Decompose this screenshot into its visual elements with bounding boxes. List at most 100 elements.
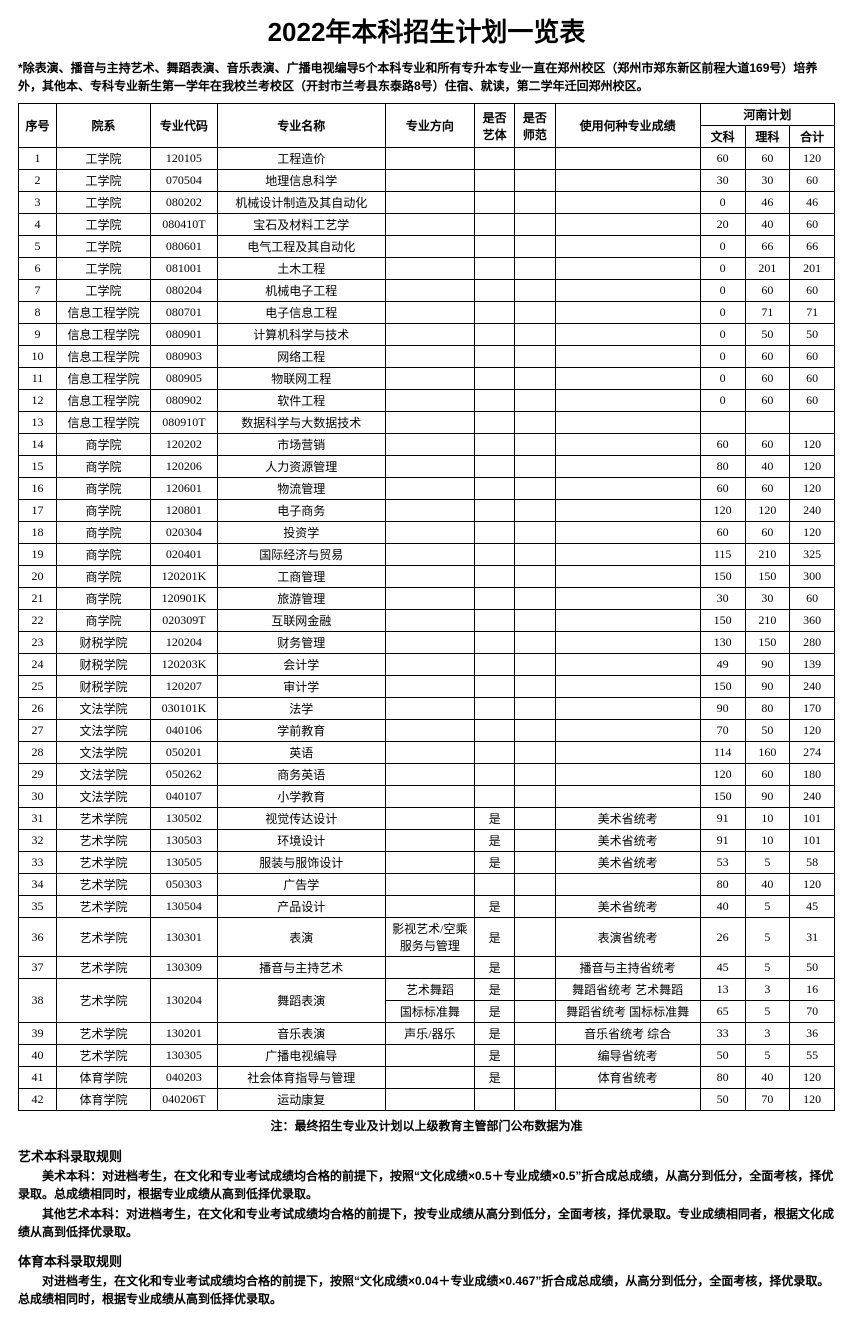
table-cell: [385, 808, 474, 830]
table-cell: 视觉传达设计: [217, 808, 385, 830]
table-cell: [555, 566, 700, 588]
table-cell: 0: [700, 236, 745, 258]
table-cell: 60: [745, 368, 790, 390]
table-cell: 80: [700, 456, 745, 478]
table-cell: 210: [745, 610, 790, 632]
table-cell: 60: [745, 478, 790, 500]
table-cell: 工学院: [57, 192, 151, 214]
table-cell: 艺术学院: [57, 896, 151, 918]
table-cell: 艺术学院: [57, 1045, 151, 1067]
table-cell: 201: [790, 258, 835, 280]
table-row: 25财税学院120207审计学15090240: [19, 676, 835, 698]
table-cell: [555, 412, 700, 434]
table-cell: 土木工程: [217, 258, 385, 280]
table-cell: 信息工程学院: [57, 390, 151, 412]
table-row: 36艺术学院130301表演影视艺术/空乘服务与管理是表演省统考26531: [19, 918, 835, 957]
table-cell: [515, 896, 555, 918]
table-cell: [385, 610, 474, 632]
table-row: 21商学院120901K旅游管理303060: [19, 588, 835, 610]
table-cell: [385, 742, 474, 764]
table-cell: 53: [700, 852, 745, 874]
table-cell: 音乐省统考 综合: [555, 1023, 700, 1045]
table-cell: 11: [19, 368, 57, 390]
table-cell: [555, 192, 700, 214]
table-cell: [555, 280, 700, 302]
table-cell: 5: [19, 236, 57, 258]
table-cell: [555, 346, 700, 368]
table-cell: 60: [790, 368, 835, 390]
table-cell: 30: [19, 786, 57, 808]
th-like: 理科: [745, 126, 790, 148]
th-major: 专业名称: [217, 104, 385, 148]
table-cell: 音乐表演: [217, 1023, 385, 1045]
table-cell: [385, 324, 474, 346]
table-row: 18商学院020304投资学6060120: [19, 522, 835, 544]
table-cell: 0: [700, 346, 745, 368]
table-cell: 120206: [150, 456, 217, 478]
table-cell: 150: [700, 786, 745, 808]
table-cell: 是: [475, 918, 515, 957]
table-cell: 物联网工程: [217, 368, 385, 390]
table-cell: 65: [700, 1001, 745, 1023]
table-cell: 080202: [150, 192, 217, 214]
table-cell: [515, 1023, 555, 1045]
table-cell: 舞蹈表演: [217, 979, 385, 1023]
table-cell: [555, 236, 700, 258]
table-cell: 46: [745, 192, 790, 214]
table-cell: 29: [19, 764, 57, 786]
table-cell: 40: [745, 456, 790, 478]
table-cell: 0: [700, 368, 745, 390]
table-cell: 60: [790, 280, 835, 302]
table-cell: 70: [745, 1089, 790, 1111]
table-cell: [515, 610, 555, 632]
table-cell: 艺术学院: [57, 979, 151, 1023]
table-cell: 120: [790, 522, 835, 544]
table-cell: [515, 764, 555, 786]
table-cell: 080204: [150, 280, 217, 302]
th-total: 合计: [790, 126, 835, 148]
table-cell: 信息工程学院: [57, 368, 151, 390]
table-cell: [700, 412, 745, 434]
table-cell: [385, 896, 474, 918]
table-cell: [555, 742, 700, 764]
table-row: 30文法学院040107小学教育15090240: [19, 786, 835, 808]
table-cell: 服装与服饰设计: [217, 852, 385, 874]
table-cell: 5: [745, 957, 790, 979]
table-cell: 是: [475, 896, 515, 918]
table-cell: [385, 368, 474, 390]
table-cell: 编导省统考: [555, 1045, 700, 1067]
table-cell: [385, 478, 474, 500]
table-cell: 240: [790, 786, 835, 808]
table-cell: [555, 720, 700, 742]
art-rule-p1: 美术本科：对进档考生，在文化和专业考试成绩均合格的前提下，按照“文化成绩×0.5…: [18, 1167, 835, 1203]
table-cell: 020401: [150, 544, 217, 566]
table-cell: 120202: [150, 434, 217, 456]
table-cell: 21: [19, 588, 57, 610]
table-row: 7工学院080204机械电子工程06060: [19, 280, 835, 302]
table-cell: [515, 742, 555, 764]
table-row: 5工学院080601电气工程及其自动化06666: [19, 236, 835, 258]
table-cell: 地理信息科学: [217, 170, 385, 192]
table-cell: 是: [475, 852, 515, 874]
table-cell: 工学院: [57, 214, 151, 236]
table-cell: [385, 566, 474, 588]
table-cell: 130505: [150, 852, 217, 874]
table-cell: 宝石及材料工艺学: [217, 214, 385, 236]
table-cell: 325: [790, 544, 835, 566]
table-cell: [555, 610, 700, 632]
table-cell: 70: [790, 1001, 835, 1023]
table-row: 17商学院120801电子商务120120240: [19, 500, 835, 522]
page-title: 2022年本科招生计划一览表: [18, 12, 835, 49]
table-cell: 工程造价: [217, 148, 385, 170]
table-cell: 影视艺术/空乘服务与管理: [385, 918, 474, 957]
table-cell: 030101K: [150, 698, 217, 720]
table-cell: 60: [745, 148, 790, 170]
art-rule-p2: 其他艺术本科：对进档考生，在文化和专业考试成绩均合格的前提下，按专业成绩从高分到…: [18, 1205, 835, 1241]
table-row: 8信息工程学院080701电子信息工程07171: [19, 302, 835, 324]
table-cell: 46: [790, 192, 835, 214]
table-cell: 130503: [150, 830, 217, 852]
table-cell: [385, 258, 474, 280]
table-cell: [555, 214, 700, 236]
table-cell: 商务英语: [217, 764, 385, 786]
table-cell: 1: [19, 148, 57, 170]
